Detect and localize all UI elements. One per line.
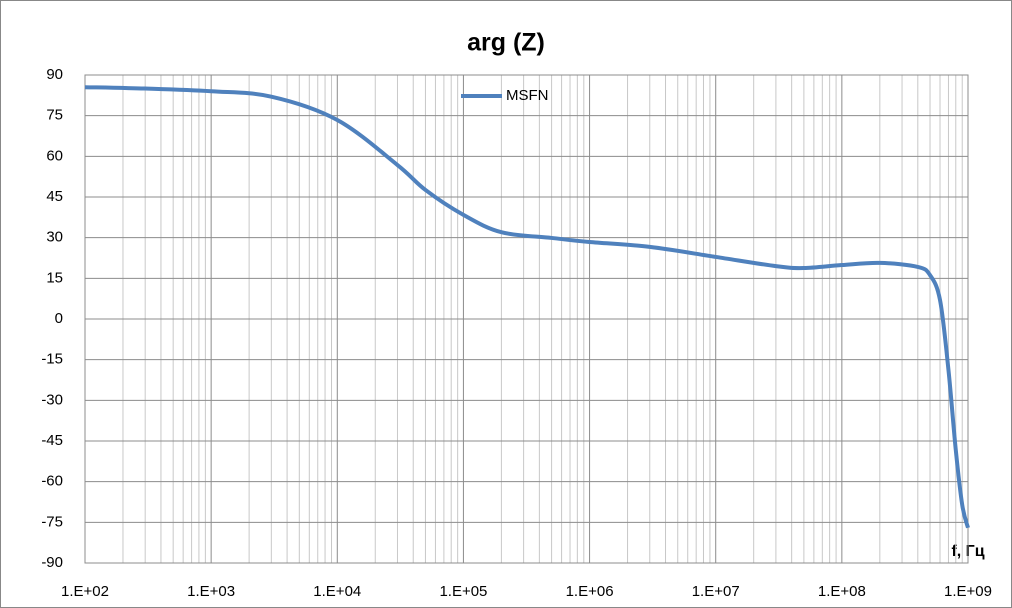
chart-title: arg (Z) [467,29,545,57]
plot-frame [84,74,969,564]
x-tick-label: 1.E+04 [313,583,361,600]
x-tick-label: 1.E+05 [439,583,487,600]
y-tick-label: -30 [41,391,63,408]
y-tick-label: 60 [46,147,63,164]
y-tick-label: 15 [46,269,63,286]
y-tick-label: 45 [46,188,63,205]
y-tick-label: 30 [46,229,63,246]
x-tick-label: 1.E+06 [566,583,614,600]
x-tick-label: 1.E+09 [944,583,992,600]
y-tick-label: 90 [46,66,63,83]
x-tick-label: 1.E+02 [61,583,109,600]
y-tick-label: -75 [41,513,63,530]
y-tick-label: 75 [46,107,63,124]
y-tick-label: -90 [41,554,63,571]
legend-label: MSFN [506,87,549,104]
y-tick-label: 0 [55,310,63,327]
x-tick-label: 1.E+08 [818,583,866,600]
x-tick-label: 1.E+07 [692,583,740,600]
y-tick-label: -45 [41,432,63,449]
data-line [84,85,970,529]
y-tick-label: -15 [41,351,63,368]
y-tick-label: -60 [41,473,63,490]
x-tick-label: 1.E+03 [187,583,235,600]
